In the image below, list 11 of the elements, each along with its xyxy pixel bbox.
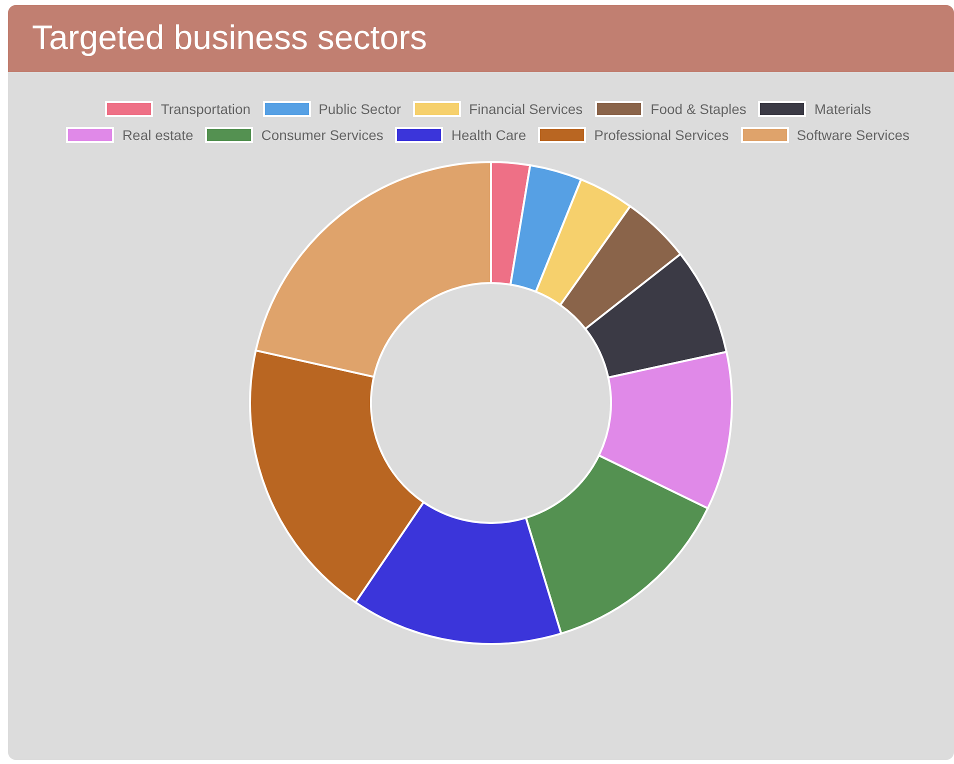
legend-label: Real estate bbox=[122, 127, 194, 143]
chart-title: Targeted business sectors bbox=[8, 5, 954, 72]
legend-label: Consumer Services bbox=[261, 127, 384, 143]
legend-label: Materials bbox=[814, 101, 872, 117]
legend-label: Transportation bbox=[160, 101, 251, 117]
legend-label: Food & Staples bbox=[650, 101, 746, 117]
legend-label: Financial Services bbox=[469, 101, 583, 117]
legend-label: Professional Services bbox=[594, 127, 729, 143]
legend-label: Software Services bbox=[796, 127, 910, 143]
legend-label: Public Sector bbox=[318, 101, 402, 117]
legend-label: Health Care bbox=[451, 127, 526, 143]
